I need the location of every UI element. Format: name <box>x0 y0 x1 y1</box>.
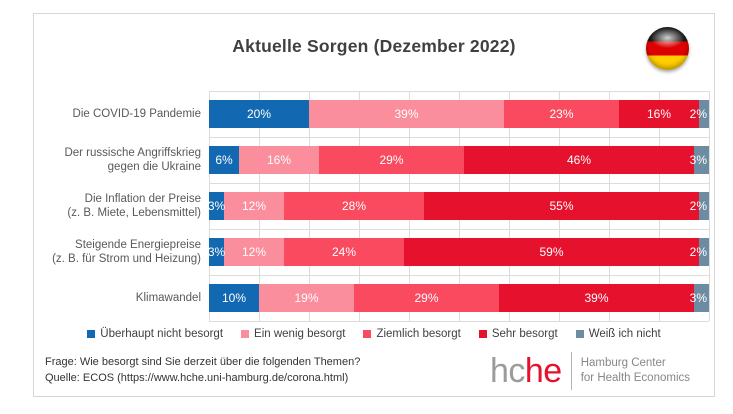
segment-value-label: 10% <box>221 291 247 305</box>
bar-segment: 3% <box>207 238 226 266</box>
legend-marker <box>478 330 487 338</box>
legend-item: Ein wenig besorgt <box>241 328 345 340</box>
segment-value-label: 39% <box>584 291 609 305</box>
segment-value-label: 12% <box>241 199 267 213</box>
legend-label: Weiß ich nicht <box>588 328 661 340</box>
category-label: Steigende Energiepreise (z. B. für Strom… <box>52 239 201 265</box>
segment-value-label: 29% <box>379 153 404 167</box>
bar-row: 3% 12% 24% 59% 2% <box>207 238 709 266</box>
legend-item: Überhaupt nicht besorgt <box>87 328 223 340</box>
segment-value-label: 12% <box>241 245 267 259</box>
bar-segment: 55% <box>424 192 699 220</box>
bar-segment: 3% <box>690 146 709 174</box>
bar-segment: 29% <box>354 284 499 312</box>
legend-marker <box>363 330 372 338</box>
segment-value-label: 3% <box>689 291 707 305</box>
bar-row: 10% 19% 29% 39% 3% <box>209 284 709 312</box>
segment-value-label: 6% <box>215 153 233 167</box>
bar-segment: 10% <box>209 284 259 312</box>
footnote-question: Frage: Wie besorgt sind Sie derzeit über… <box>45 356 361 368</box>
segment-value-label: 24% <box>331 245 357 259</box>
bar-row: 6% 16% 29% 46% 3% <box>209 146 709 174</box>
segment-value-label: 29% <box>414 291 439 305</box>
bar-segment: 3% <box>207 192 226 220</box>
horizontal-gridline <box>209 321 709 322</box>
segment-value-label: 16% <box>646 107 672 121</box>
segment-value-label: 23% <box>549 107 574 121</box>
vertical-gridline <box>708 91 710 321</box>
horizontal-gridline <box>209 183 709 184</box>
legend-item: Sehr besorgt <box>478 328 558 340</box>
category-label: Der russische Angriffskrieg gegen die Uk… <box>64 147 201 173</box>
logo-text-red: he <box>524 352 562 390</box>
bar-row: 3% 12% 28% 55% 2% <box>207 192 709 220</box>
bar-segment: 19% <box>259 284 354 312</box>
bar-segment: 59% <box>404 238 699 266</box>
hche-logo-wordmark: hche <box>490 354 562 388</box>
legend-item: Weiß ich nicht <box>575 328 661 340</box>
chart-footnote: Frage: Wie besorgt sind Sie derzeit über… <box>45 355 360 386</box>
horizontal-gridline <box>209 275 709 276</box>
logo-text-gray: hc <box>489 352 525 390</box>
bar-segment: 24% <box>284 238 404 266</box>
horizontal-gridline <box>209 229 709 230</box>
bar-segment: 29% <box>319 146 464 174</box>
bar-segment: 28% <box>284 192 424 220</box>
segment-value-label: 39% <box>394 107 419 121</box>
segment-value-label: 16% <box>266 153 292 167</box>
logo-org-name: Hamburg Center for Health Economics <box>581 356 690 386</box>
legend-label: Ziemlich besorgt <box>376 328 461 340</box>
bar-segment: 2% <box>690 100 709 128</box>
plot-area: 20% 39% 23% 16% 2% 6% 16% 29% 46% 3% 3% 12% 28% 55% 2%… <box>207 91 710 322</box>
chart-card: Aktuelle Sorgen (Dezember 2022) Die COVI… <box>33 13 715 397</box>
bar-row: 20% 39% 23% 16% 2% <box>209 100 709 128</box>
bar-segment: 16% <box>239 146 319 174</box>
legend-marker <box>87 330 96 338</box>
segment-value-label: 20% <box>246 107 272 121</box>
chart-legend: Überhaupt nicht besorgt Ein wenig besorgt… <box>34 328 714 340</box>
segment-value-label: 2% <box>689 245 707 259</box>
logo-org-line1: Hamburg Center <box>580 357 666 369</box>
segment-value-label: 3% <box>207 199 226 213</box>
bar-segment: 2% <box>690 238 709 266</box>
bar-segment: 39% <box>499 284 694 312</box>
bar-segment: 2% <box>690 192 709 220</box>
horizontal-gridline <box>209 137 709 138</box>
legend-label: Ein wenig besorgt <box>254 328 346 340</box>
horizontal-gridline <box>209 91 709 92</box>
logo-divider <box>570 352 572 390</box>
category-label: Klimawandel <box>135 292 201 304</box>
bar-segment: 23% <box>504 100 619 128</box>
legend-label: Überhaupt nicht besorgt <box>100 328 224 340</box>
bar-segment: 12% <box>224 238 284 266</box>
bar-segment: 3% <box>690 284 709 312</box>
bar-segment: 6% <box>209 146 239 174</box>
bar-segment: 46% <box>464 146 694 174</box>
category-label: Die Inflation der Preise (z. B. Miete, L… <box>67 193 201 219</box>
bar-segment: 16% <box>619 100 699 128</box>
category-labels-column: Die COVID-19 Pandemie Der russische Angri… <box>34 91 201 321</box>
legend-label: Sehr besorgt <box>491 328 558 340</box>
germany-flag-icon <box>646 27 689 70</box>
segment-value-label: 59% <box>539 245 564 259</box>
bar-segment: 20% <box>209 100 309 128</box>
bar-segment: 12% <box>224 192 284 220</box>
segment-value-label: 3% <box>689 153 707 167</box>
chart-title: Aktuelle Sorgen (Dezember 2022) <box>232 36 516 56</box>
logo-org-line2: for Health Economics <box>580 372 690 384</box>
bar-segment: 39% <box>309 100 504 128</box>
footnote-source: Quelle: ECOS (https://www.hche.uni-hambu… <box>45 371 349 384</box>
hche-logo: hche Hamburg Center for Health Economics <box>490 352 690 390</box>
segment-value-label: 3% <box>207 245 226 259</box>
legend-item: Ziemlich besorgt <box>363 328 461 340</box>
segment-value-label: 2% <box>689 199 707 213</box>
segment-value-label: 55% <box>549 199 574 213</box>
segment-value-label: 19% <box>294 291 319 305</box>
segment-value-label: 46% <box>566 153 592 167</box>
legend-marker <box>241 330 250 338</box>
segment-value-label: 2% <box>689 107 707 121</box>
segment-value-label: 28% <box>341 199 367 213</box>
category-label: Die COVID-19 Pandemie <box>72 108 201 120</box>
legend-marker <box>575 330 584 338</box>
